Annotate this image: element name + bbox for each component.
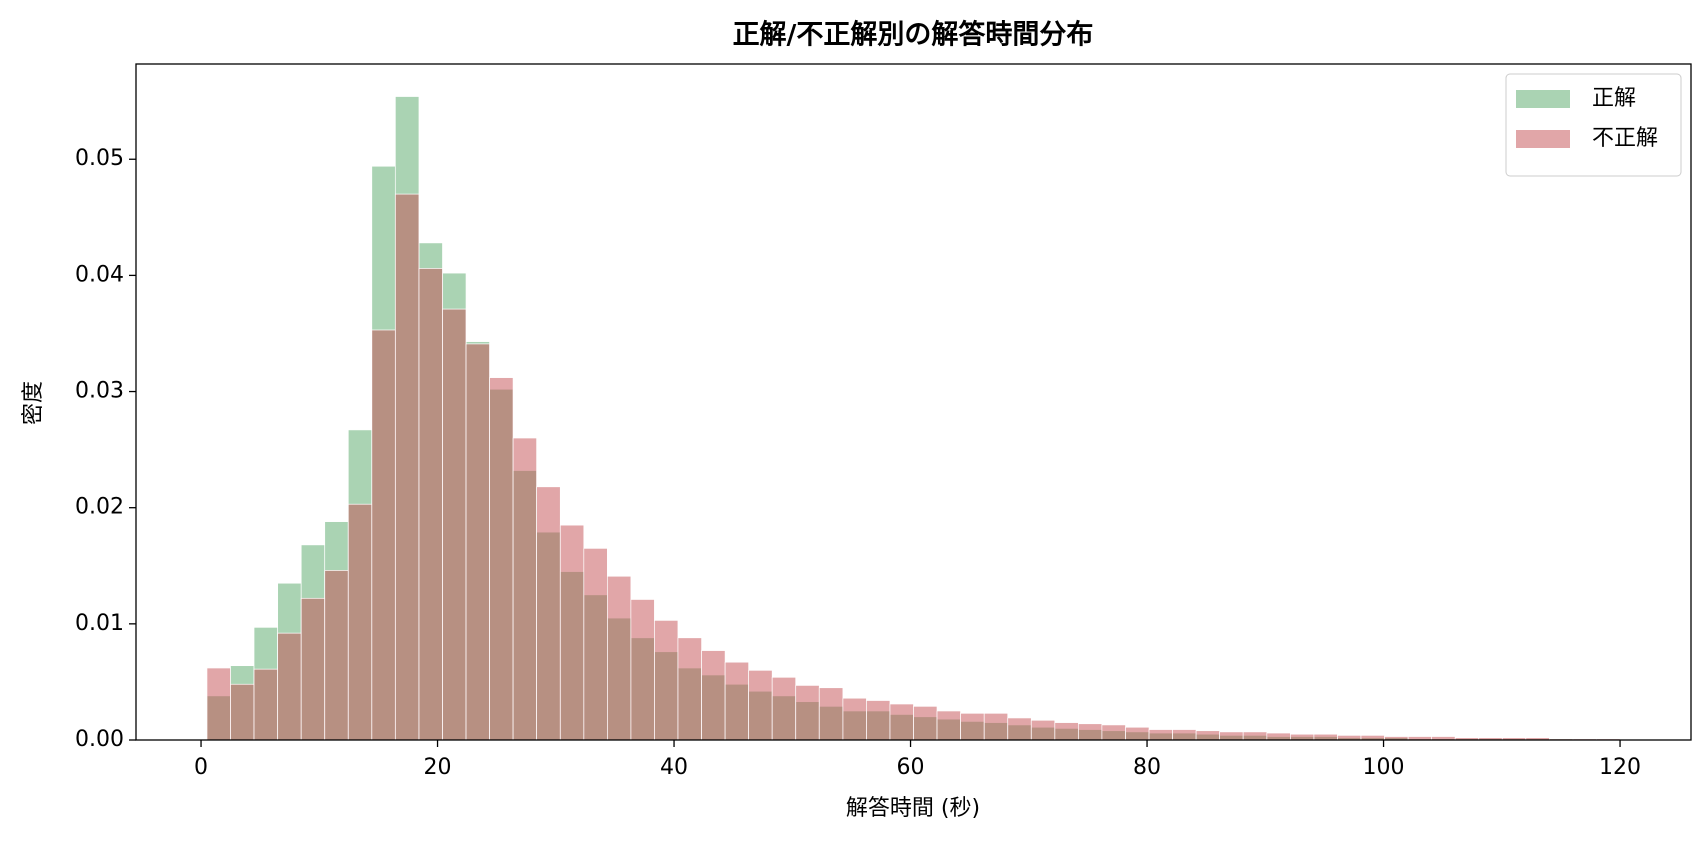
bar xyxy=(1337,735,1362,741)
bar xyxy=(724,661,750,741)
bar xyxy=(394,193,420,741)
bar xyxy=(818,687,844,741)
bar xyxy=(1195,730,1221,741)
x-tick-label: 80 xyxy=(1133,755,1161,780)
bar xyxy=(701,650,726,741)
bar xyxy=(983,712,1009,741)
bar xyxy=(913,705,938,741)
y-tick-label: 0.00 xyxy=(75,727,124,752)
legend-label: 正解 xyxy=(1592,86,1636,111)
bar xyxy=(559,524,585,741)
y-tick-label: 0.01 xyxy=(75,611,124,636)
bar xyxy=(1125,726,1150,741)
bar xyxy=(536,486,561,741)
bar xyxy=(277,632,302,741)
bar xyxy=(1054,722,1079,741)
bar xyxy=(936,710,961,741)
bar xyxy=(489,377,514,741)
bar xyxy=(606,575,632,741)
bar xyxy=(347,503,373,741)
bar xyxy=(866,700,891,741)
y-tick-label: 0.02 xyxy=(75,495,124,520)
bar xyxy=(206,667,231,741)
bar xyxy=(371,329,396,741)
bar xyxy=(512,437,537,741)
bar xyxy=(1360,735,1385,741)
bar xyxy=(1030,719,1056,741)
x-tick-label: 20 xyxy=(424,755,452,780)
bar xyxy=(1148,729,1173,741)
bar xyxy=(795,685,820,741)
legend-label: 不正解 xyxy=(1592,126,1658,151)
bar xyxy=(418,268,443,741)
bar xyxy=(1266,732,1291,741)
bar xyxy=(771,676,797,741)
bar xyxy=(1172,729,1197,741)
bar xyxy=(630,599,655,741)
bar xyxy=(960,712,985,741)
bar xyxy=(889,703,914,741)
bar xyxy=(300,597,326,741)
y-tick-label: 0.04 xyxy=(75,262,124,287)
bar xyxy=(842,697,867,741)
chart-title: 正解/不正解別の解答時間分布 xyxy=(733,19,1094,51)
y-tick-label: 0.03 xyxy=(75,379,124,404)
bar xyxy=(465,343,490,741)
x-tick-label: 40 xyxy=(660,755,688,780)
bar xyxy=(1077,723,1103,741)
bar xyxy=(230,683,255,741)
x-tick-label: 60 xyxy=(897,755,925,780)
bar xyxy=(654,620,679,741)
y-axis-label: 密度 xyxy=(21,381,46,425)
bar xyxy=(253,668,279,741)
x-axis-label: 解答時間 (秒) xyxy=(846,796,980,821)
bar xyxy=(583,548,608,741)
x-tick-label: 100 xyxy=(1363,755,1405,780)
bar xyxy=(1242,731,1268,741)
bar xyxy=(1007,717,1032,741)
x-tick-label: 0 xyxy=(194,755,208,780)
legend-swatch xyxy=(1516,130,1570,148)
x-tick-label: 120 xyxy=(1599,755,1641,780)
legend-swatch xyxy=(1516,90,1570,108)
bar xyxy=(324,570,349,741)
plot-frame xyxy=(135,63,1692,741)
bar xyxy=(1313,733,1338,741)
bar xyxy=(1290,733,1315,741)
bar xyxy=(677,637,702,741)
bar xyxy=(1219,731,1244,741)
bar xyxy=(748,669,773,741)
bar xyxy=(1101,724,1126,741)
y-tick-label: 0.05 xyxy=(75,146,124,171)
bar xyxy=(442,308,467,741)
